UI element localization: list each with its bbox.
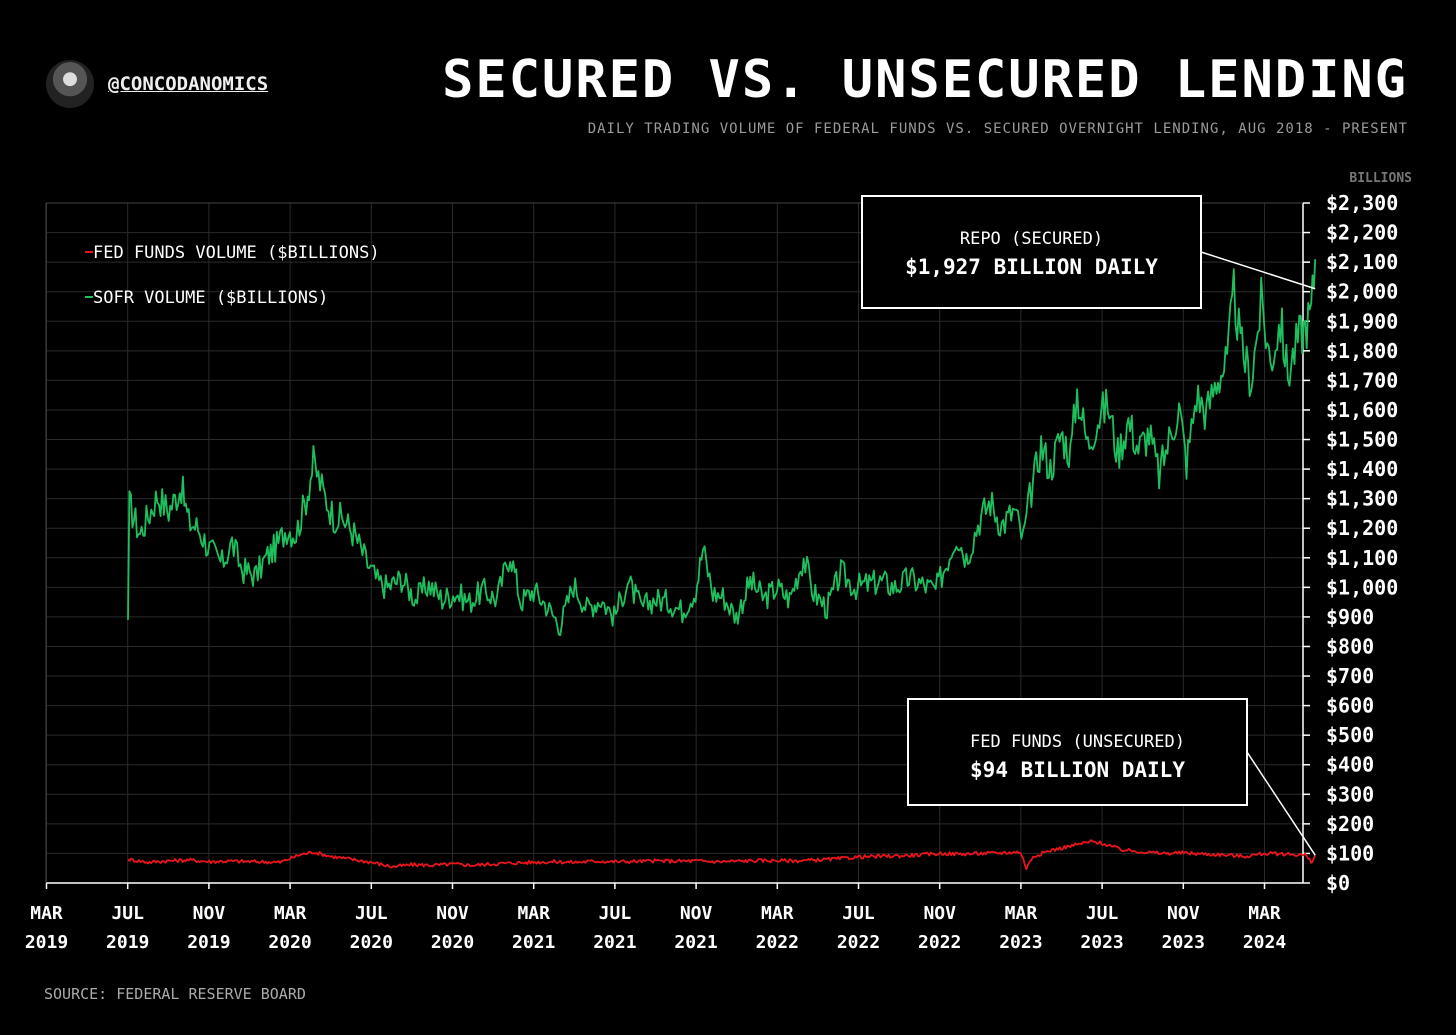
x-tick-label-month: NOV <box>193 903 226 924</box>
x-tick-label-year: 2023 <box>999 932 1042 953</box>
annotation-fed-funds-box <box>907 698 1248 806</box>
y-tick-label: $1,800 <box>1326 339 1398 363</box>
y-tick-label: $2,300 <box>1326 191 1398 215</box>
x-tick-label-year: 2020 <box>350 932 393 953</box>
x-tick-label-year: 2022 <box>756 932 799 953</box>
x-tick-label-month: JUL <box>842 903 875 924</box>
y-tick-label: $700 <box>1326 664 1374 688</box>
x-tick-label-year: 2019 <box>106 932 149 953</box>
y-tick-label: $100 <box>1326 841 1374 865</box>
handle-link[interactable]: @CONCODANOMICS <box>108 73 269 95</box>
y-tick-label: $500 <box>1326 723 1374 747</box>
y-tick-label: $900 <box>1326 605 1374 629</box>
x-tick-label-month: JUL <box>111 903 144 924</box>
x-tick-label-year: 2019 <box>25 932 68 953</box>
y-tick-label: $1,900 <box>1326 309 1398 333</box>
annotation-fed-funds-label: FED FUNDS (UNSECURED) <box>970 732 1185 752</box>
x-tick-label-month: JUL <box>355 903 388 924</box>
page-title: SECURED VS. UNSECURED LENDING <box>442 50 1408 110</box>
fed-funds-volume-line <box>127 839 1317 871</box>
x-tick-label-month: JUL <box>1086 903 1119 924</box>
y-tick-label: $1,300 <box>1326 487 1398 511</box>
x-tick-label-year: 2022 <box>837 932 880 953</box>
avatar <box>46 60 94 108</box>
x-tick-label-month: MAR <box>761 903 794 924</box>
x-tick-label-year: 2020 <box>431 932 474 953</box>
y-tick-label: $400 <box>1326 753 1374 777</box>
x-tick-label-year: 2023 <box>1080 932 1123 953</box>
x-tick-label-year: 2019 <box>187 932 230 953</box>
x-tick-label-year: 2023 <box>1162 932 1205 953</box>
source-note: SOURCE: FEDERAL RESERVE BOARD <box>44 985 306 1003</box>
y-tick-label: $1,500 <box>1326 428 1398 452</box>
legend-fed-funds-label: FED FUNDS VOLUME ($BILLIONS) <box>93 243 380 263</box>
y-tick-label: $300 <box>1326 782 1374 806</box>
annotation-fed-funds-leader <box>1246 751 1316 856</box>
y-tick-label: $2,000 <box>1326 280 1398 304</box>
y-tick-label: $600 <box>1326 694 1374 718</box>
x-tick-label-month: NOV <box>680 903 713 924</box>
x-tick-label-year: 2020 <box>268 932 311 953</box>
y-tick-label: $1,700 <box>1326 368 1398 392</box>
x-tick-label-year: 2022 <box>918 932 961 953</box>
x-tick-label-year: 2021 <box>512 932 555 953</box>
y-tick-label: $800 <box>1326 634 1374 658</box>
y-tick-label: $1,000 <box>1326 575 1398 599</box>
x-tick-label-year: 2021 <box>674 932 717 953</box>
x-tick-label-month: MAR <box>274 903 307 924</box>
x-tick-label-month: MAR <box>517 903 550 924</box>
x-tick-label-month: NOV <box>1167 903 1200 924</box>
annotation-repo-box <box>861 195 1202 309</box>
annotation-repo-value: $1,927 BILLION DAILY <box>905 255 1158 279</box>
annotation-repo-leader <box>1200 251 1316 290</box>
x-tick-label-month: NOV <box>436 903 469 924</box>
y-tick-label: $1,100 <box>1326 546 1398 570</box>
x-tick-label-month: JUL <box>599 903 632 924</box>
x-tick-label-month: MAR <box>1005 903 1038 924</box>
sofr-volume-line <box>127 259 1317 637</box>
x-tick-label-month: MAR <box>1248 903 1281 924</box>
y-tick-label: $1,200 <box>1326 516 1398 540</box>
y-tick-label: $0 <box>1326 871 1350 895</box>
y-tick-label: $1,400 <box>1326 457 1398 481</box>
x-tick-label-year: 2024 <box>1243 932 1287 953</box>
brand-handle[interactable]: @CONCODANOMICS <box>46 60 268 108</box>
legend-sofr-label: SOFR VOLUME ($BILLIONS) <box>93 288 328 308</box>
x-tick-label-month: NOV <box>923 903 956 924</box>
x-tick-label-year: 2021 <box>593 932 636 953</box>
annotation-fed-funds-value: $94 BILLION DAILY <box>970 758 1185 782</box>
y-tick-label: $200 <box>1326 812 1374 836</box>
y-tick-label: $2,200 <box>1326 221 1398 245</box>
y-axis-title: BILLIONS <box>1349 171 1412 186</box>
y-tick-label: $1,600 <box>1326 398 1398 422</box>
x-tick-label-month: MAR <box>30 903 63 924</box>
y-tick-label: $2,100 <box>1326 250 1398 274</box>
page-subtitle: DAILY TRADING VOLUME OF FEDERAL FUNDS VS… <box>587 121 1408 137</box>
annotation-repo-label: REPO (SECURED) <box>960 229 1103 249</box>
